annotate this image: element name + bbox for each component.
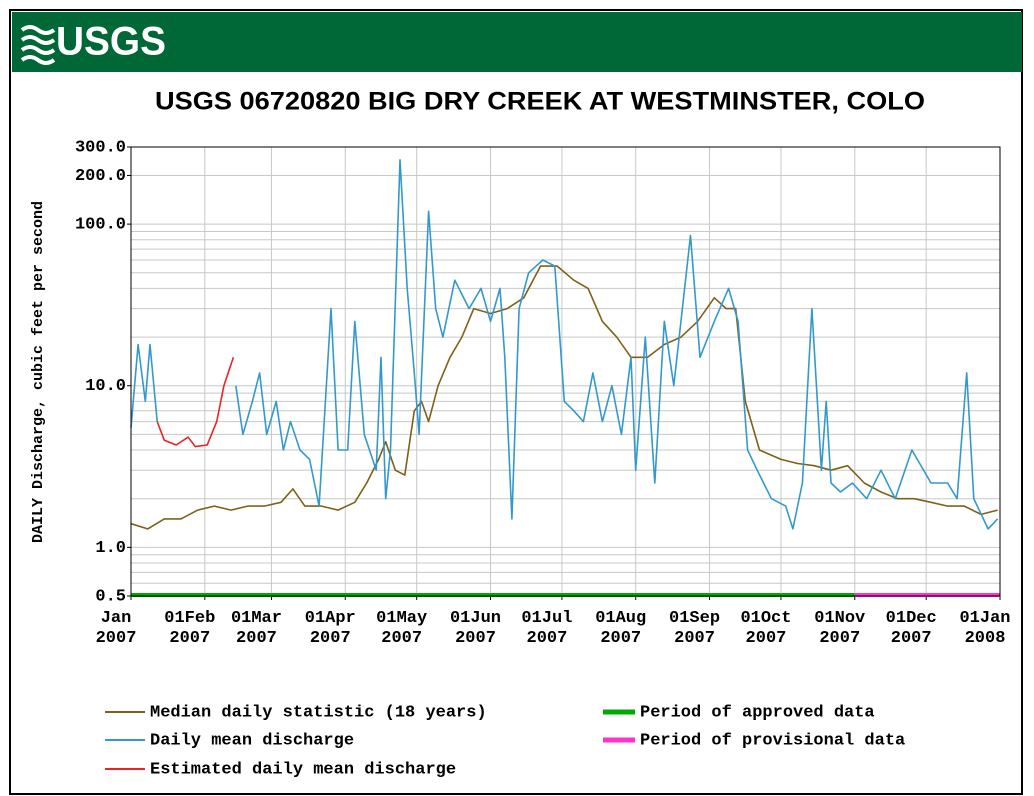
series-line [130,159,999,530]
x-tick-label: 01Jul 2007 [521,609,573,648]
y-tick-label: 10.0 [85,377,126,396]
x-tick-label: 01Oct 2007 [740,609,792,648]
header-bar [12,12,1022,72]
x-tick-label: 01Mar 2007 [230,609,282,648]
x-tick-label: 01Aug 2007 [595,609,647,648]
x-tick-label: 01Jan 2008 [959,609,1011,648]
y-axis-label: DAILY Discharge, cubic feet per second [30,201,47,543]
x-tick-label: 01Nov 2007 [814,609,866,648]
x-tick-label: 01May 2007 [376,609,428,648]
series-line [156,357,235,448]
x-tick-label: 01Feb 2007 [164,609,216,648]
y-tick-label: 100.0 [75,216,126,235]
legend-label: Period of approved data [640,703,875,722]
series-line [130,265,998,530]
y-tick-label: 0.5 [95,587,126,606]
logo-waves [20,25,56,65]
x-tick-label: 01Jun 2007 [449,609,501,648]
y-tick-label: 1.0 [95,539,126,558]
plot-frame [130,146,1001,597]
y-tick-label: 200.0 [75,167,126,186]
x-tick-label: 01Dec 2007 [885,609,937,648]
x-tick-label: 01Sep 2007 [669,609,721,648]
legend-label: Median daily statistic (18 years) [150,703,487,722]
y-tick-label: 300.0 [75,138,126,157]
logo-text: USGS [56,20,166,64]
x-tick-label: Jan 2007 [95,609,137,648]
legend-label: Estimated daily mean discharge [150,760,456,779]
page-border [9,9,1023,795]
x-tick-label: 01Apr 2007 [304,609,356,648]
legend-label: Daily mean discharge [150,731,354,750]
chart-title: USGS 06720820 BIG DRY CREEK AT WESTMINST… [155,88,925,116]
legend-label: Period of provisional data [640,731,905,750]
